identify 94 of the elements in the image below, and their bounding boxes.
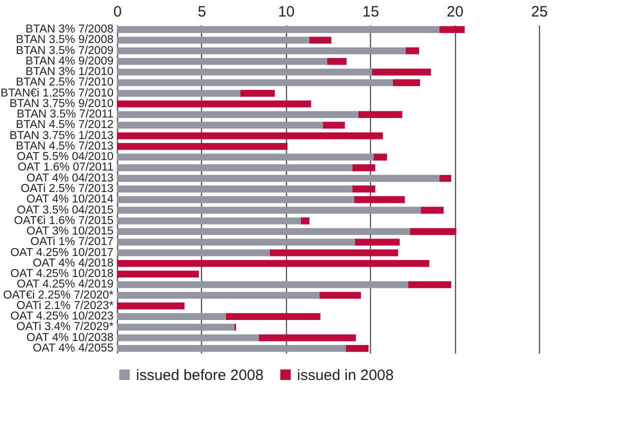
y-tick-label: BTAN 3.5% 9/2008 [16, 34, 114, 46]
y-tick-label: BTAN 4% 9/2009 [25, 55, 114, 68]
y-tick-label: OAT 4% 4/2018 [32, 257, 114, 270]
bar [117, 302, 185, 310]
y-tick-label: OAT 3.5% 04/2015 [16, 204, 114, 216]
y-tick-label: OAT 4% 04/2013 [26, 172, 114, 184]
y-tick-label: OAT€i 1.6% 7/2015 [14, 214, 114, 227]
x-tick-label: 20 [446, 4, 464, 20]
x-tick-label: 10 [278, 4, 295, 20]
x-tick-label: 15 [362, 4, 380, 20]
bar [117, 174, 440, 182]
bar [117, 26, 440, 33]
bar [117, 249, 270, 256]
bar [117, 79, 393, 86]
bar [117, 122, 323, 129]
y-tick-label: OAT€i 2.25% 7/2020* [3, 289, 114, 302]
bar [354, 196, 405, 204]
bar [258, 334, 356, 342]
y-tick-label: OATi 1% 7/2017 [30, 236, 114, 248]
bar [240, 90, 275, 97]
y-tick-label: BTAN 3% 7/2008 [25, 24, 114, 36]
bar [355, 238, 400, 246]
bar [117, 324, 234, 331]
y-tick-label: OAT 4.25% 10/2017 [10, 246, 114, 259]
bar [327, 58, 347, 65]
bar [117, 143, 288, 150]
y-tick-label: BTAN 4.5% 7/2012 [16, 119, 114, 132]
bar [117, 334, 259, 342]
bar [309, 36, 332, 44]
legend-label: issued in 2008 [297, 366, 394, 384]
bar [352, 164, 376, 172]
bar [439, 174, 452, 182]
bar [346, 345, 369, 352]
bar [117, 196, 354, 204]
y-tick-label: OAT 4% 10/2014 [26, 194, 114, 206]
y-tick-label: BTAN 2.5% 7/2010 [16, 76, 114, 89]
x-tick-label: 0 [113, 4, 122, 20]
bar [372, 68, 431, 76]
bar [117, 281, 408, 288]
bar [406, 47, 420, 54]
bar [117, 186, 352, 192]
y-tick-label: BTAN 3.5% 7/2011 [16, 108, 114, 121]
bar [117, 111, 358, 118]
bar [408, 281, 452, 288]
bar [117, 238, 356, 246]
bar [117, 217, 301, 224]
y-tick-label: OATi 2.1% 7/2023* [16, 300, 114, 312]
bar [117, 47, 406, 54]
bar [117, 36, 310, 44]
bar [117, 68, 372, 76]
bar [392, 79, 420, 86]
legend-label: issued before 2008 [136, 366, 264, 384]
bar [117, 58, 328, 65]
y-tick-label: BTAN 3% 1/2010 [25, 66, 114, 78]
bar [226, 313, 320, 320]
y-tick-label: OAT 4.25% 10/2018 [10, 268, 114, 280]
bar [410, 228, 456, 235]
bar [322, 122, 345, 129]
bar [117, 206, 421, 214]
y-tick-label: OAT 3% 10/2015 [26, 226, 114, 238]
bar [420, 206, 444, 214]
y-tick-label: OAT 4.25% 4/2019 [16, 278, 114, 291]
bar [117, 260, 430, 267]
y-tick-label: OAT 5.5% 04/2010 [16, 151, 114, 164]
bar [117, 132, 383, 140]
x-tick-label: 5 [198, 4, 206, 20]
bar [117, 90, 240, 97]
bar [439, 26, 465, 33]
bar [117, 164, 352, 172]
x-tick-label: 25 [531, 4, 548, 20]
bar [117, 345, 346, 352]
y-tick-label: OAT 4.25% 10/2023 [10, 310, 114, 323]
bar [117, 270, 199, 278]
bar [320, 292, 361, 299]
y-tick-label: OATi 2.5% 7/2013 [20, 183, 114, 195]
bar [117, 313, 226, 320]
y-tick-label: OAT 4% 4/2055 [32, 342, 114, 354]
y-tick-label: BTAN 4.5% 7/2013 [16, 140, 114, 152]
y-tick-label: OAT 1.6% 07/2011 [18, 162, 114, 174]
bar [117, 228, 410, 235]
y-tick-label: OATi 3.4% 7/2029* [16, 321, 114, 334]
bar [300, 217, 310, 224]
y-tick-label: BTAN 3.5% 7/2009 [16, 44, 114, 57]
y-tick-label: OAT 4% 10/2038 [26, 332, 114, 344]
bar [352, 186, 376, 192]
bar [358, 111, 402, 118]
bar [117, 100, 312, 108]
bar [117, 292, 320, 299]
y-tick-label: BTAN 3.75% 1/2013 [10, 130, 114, 142]
bar [374, 154, 388, 161]
bar [117, 154, 374, 161]
y-tick-label: BTAN€i 1.25% 7/2010 [0, 87, 114, 100]
y-tick-label: BTAN 3.75% 9/2010 [10, 98, 114, 110]
bar [270, 249, 398, 256]
